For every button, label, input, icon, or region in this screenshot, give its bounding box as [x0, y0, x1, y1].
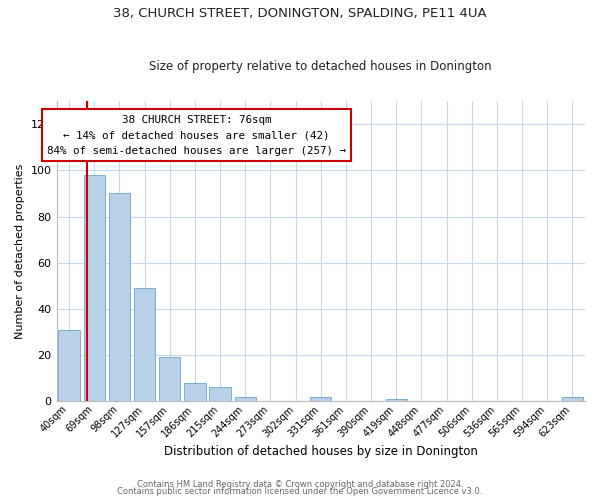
Text: Contains public sector information licensed under the Open Government Licence v3: Contains public sector information licen…	[118, 487, 482, 496]
Bar	[184, 383, 206, 402]
X-axis label: Distribution of detached houses by size in Donington: Distribution of detached houses by size …	[164, 444, 478, 458]
Bar	[235, 396, 256, 402]
Bar	[83, 175, 105, 402]
Bar	[109, 194, 130, 402]
Bar	[310, 396, 331, 402]
Text: 38, CHURCH STREET, DONINGTON, SPALDING, PE11 4UA: 38, CHURCH STREET, DONINGTON, SPALDING, …	[113, 8, 487, 20]
Text: 38 CHURCH STREET: 76sqm
← 14% of detached houses are smaller (42)
84% of semi-de: 38 CHURCH STREET: 76sqm ← 14% of detache…	[47, 114, 346, 156]
Y-axis label: Number of detached properties: Number of detached properties	[15, 164, 25, 339]
Bar	[386, 399, 407, 402]
Bar	[134, 288, 155, 402]
Bar	[58, 330, 80, 402]
Bar	[209, 388, 231, 402]
Title: Size of property relative to detached houses in Donington: Size of property relative to detached ho…	[149, 60, 492, 74]
Text: Contains HM Land Registry data © Crown copyright and database right 2024.: Contains HM Land Registry data © Crown c…	[137, 480, 463, 489]
Bar	[159, 358, 181, 402]
Bar	[562, 396, 583, 402]
